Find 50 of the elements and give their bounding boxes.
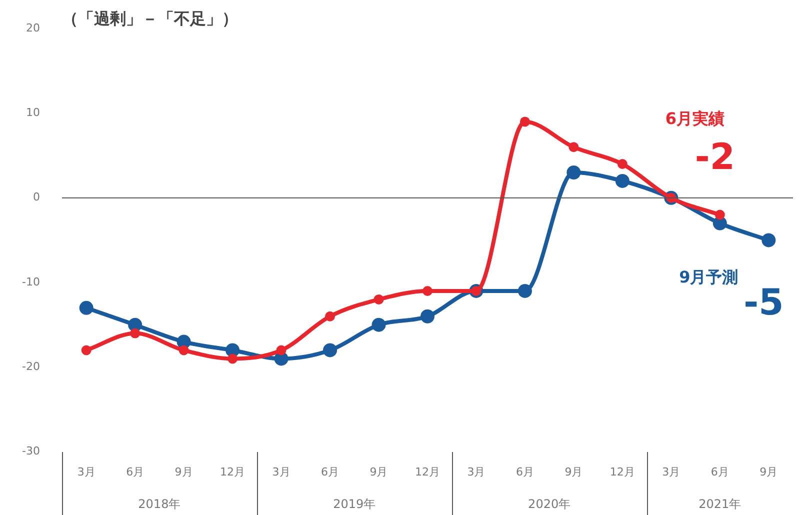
point bbox=[79, 300, 94, 315]
y-tick-label: 10 bbox=[26, 106, 40, 120]
point bbox=[178, 345, 189, 356]
point bbox=[81, 345, 92, 356]
x-tick-label: 12月 bbox=[610, 465, 635, 478]
text: 2021年 bbox=[698, 497, 742, 512]
point bbox=[323, 343, 338, 358]
text: 2019年 bbox=[333, 497, 376, 512]
x-tick-label: 9月 bbox=[174, 465, 193, 478]
x-tick-label: 3月 bbox=[272, 465, 290, 478]
x-tick-label: 12月 bbox=[220, 465, 246, 478]
y-tick-label: 20 bbox=[26, 21, 40, 34]
chart-title: （「過剰」－「不足」） bbox=[62, 9, 238, 28]
x-tick-label: 6月 bbox=[710, 465, 729, 478]
x-tick-label: 9月 bbox=[370, 465, 388, 478]
x-tick-label: 3月 bbox=[662, 465, 680, 478]
point bbox=[372, 318, 386, 332]
point bbox=[325, 311, 336, 322]
x-tick-label: 9月 bbox=[760, 465, 778, 478]
y-tick-label: -10 bbox=[22, 275, 40, 288]
x-tick-label: 3月 bbox=[467, 465, 486, 478]
text: 6月実績 bbox=[665, 108, 724, 128]
point bbox=[228, 354, 238, 364]
point bbox=[520, 116, 530, 127]
x-tick-label: 6月 bbox=[321, 465, 340, 478]
point bbox=[374, 294, 384, 304]
x-tick-label: 9月 bbox=[564, 465, 583, 478]
x-tick-label: 6月 bbox=[516, 465, 534, 478]
point bbox=[276, 345, 286, 356]
data-label: -5 bbox=[744, 282, 784, 324]
y-tick-label: -30 bbox=[22, 444, 40, 458]
point bbox=[422, 286, 432, 296]
x-tick-label: 3月 bbox=[77, 465, 96, 478]
point bbox=[762, 233, 776, 248]
point bbox=[617, 159, 628, 170]
data-label: -2 bbox=[694, 137, 735, 178]
point bbox=[518, 284, 532, 298]
text: 2018年 bbox=[138, 497, 181, 512]
y-tick-label: -20 bbox=[22, 360, 40, 374]
point bbox=[420, 309, 434, 324]
point bbox=[714, 210, 725, 220]
text: 2020年 bbox=[528, 497, 571, 512]
point bbox=[568, 142, 579, 152]
point bbox=[566, 165, 581, 180]
x-tick-label: 12月 bbox=[414, 465, 440, 478]
x-tick-label: 6月 bbox=[126, 465, 144, 478]
text: 9月予測 bbox=[679, 267, 738, 286]
point bbox=[615, 174, 630, 188]
y-tick-label: 0 bbox=[32, 190, 40, 204]
point bbox=[130, 328, 140, 338]
